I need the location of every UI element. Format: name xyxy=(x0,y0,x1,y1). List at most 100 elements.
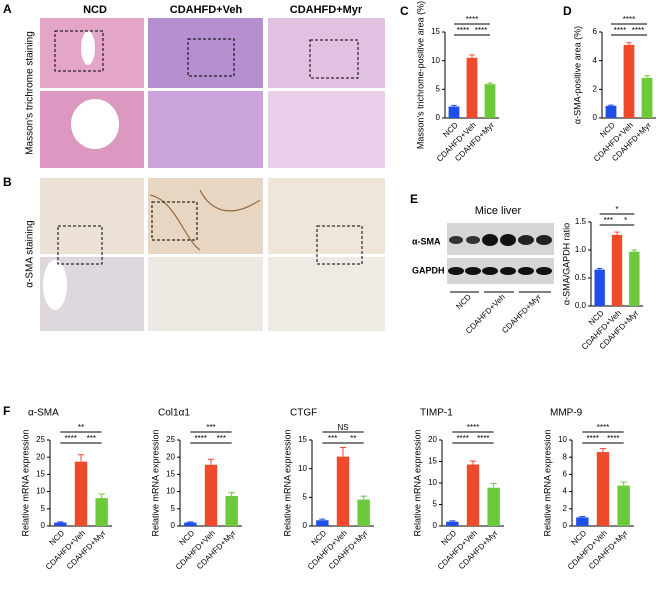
y-tick-label: 15 xyxy=(36,470,45,479)
y-tick-label: 1.0 xyxy=(575,245,587,254)
blot-title: Mice liver xyxy=(475,205,522,217)
y-tick-label: 20 xyxy=(166,452,175,461)
significance-label: **** xyxy=(466,15,478,24)
error-bar xyxy=(57,521,64,523)
bar xyxy=(596,452,610,526)
blot-row-label: α-SMA xyxy=(412,236,441,246)
y-tick-label: 4 xyxy=(593,56,598,65)
y-tick-label: 10 xyxy=(558,435,567,444)
significance-label: ** xyxy=(78,423,84,432)
significance-label: **** xyxy=(477,434,489,443)
y-tick-label: 2 xyxy=(563,504,568,513)
column-header: NCD xyxy=(83,4,107,16)
bar xyxy=(611,234,623,306)
significance-label: **** xyxy=(64,434,76,443)
error-bar xyxy=(360,495,367,500)
y-tick-label: 5 xyxy=(436,84,441,93)
bar xyxy=(466,464,480,526)
y-axis-label: α-SMA-positive area (%) xyxy=(572,26,582,124)
y-tick-label: 25 xyxy=(36,435,45,444)
y-axis-label: Relative mRNA expression xyxy=(542,429,552,536)
bar xyxy=(74,461,88,526)
bar xyxy=(95,498,108,526)
panel-label: A xyxy=(3,2,12,16)
y-tick-label: 0 xyxy=(563,521,568,530)
y-tick-label: 4 xyxy=(563,487,568,496)
error-bar xyxy=(98,493,105,499)
y-tick-label: 8 xyxy=(563,452,568,461)
chart-title: MMP-9 xyxy=(550,408,583,419)
bar xyxy=(466,57,478,118)
significance-label: **** xyxy=(632,26,644,35)
bar xyxy=(629,251,640,306)
error-bar xyxy=(644,75,650,78)
error-bar xyxy=(207,458,215,465)
error-bar xyxy=(449,520,456,522)
significance-label: **** xyxy=(194,434,206,443)
y-axis-label: Relative mRNA expression xyxy=(150,429,160,536)
y-tick-label: 5 xyxy=(303,492,308,501)
bar xyxy=(484,84,496,118)
significance-label: *** xyxy=(328,434,337,443)
significance-label: *** xyxy=(604,216,613,225)
error-bar xyxy=(187,521,194,523)
error-bar xyxy=(620,481,627,486)
error-bar xyxy=(614,231,620,235)
bar xyxy=(446,521,459,526)
significance-label: **** xyxy=(586,434,598,443)
error-bar xyxy=(608,104,614,106)
y-tick-label: 1.5 xyxy=(575,217,587,226)
error-bar xyxy=(228,492,235,497)
y-tick-label: 10 xyxy=(166,487,175,496)
y-axis-label: Relative mRNA expression xyxy=(20,429,30,536)
error-bar xyxy=(469,460,477,465)
error-bar xyxy=(339,446,347,457)
y-axis-label: Masson's trichrome-positive area (%) xyxy=(415,1,425,149)
column-header: CDAHFD+Myr xyxy=(290,4,363,16)
significance-label: ** xyxy=(350,434,356,443)
significance-label: **** xyxy=(475,26,487,35)
error-bar xyxy=(626,42,632,45)
bar xyxy=(336,456,350,526)
panel-label: E xyxy=(410,192,418,206)
blot-row-label: GAPDH xyxy=(412,265,445,275)
significance-label: **** xyxy=(597,423,609,432)
bar xyxy=(184,522,197,526)
y-tick-label: 0 xyxy=(593,113,598,122)
bar xyxy=(54,522,67,526)
error-bar xyxy=(490,482,497,488)
significance-label: *** xyxy=(206,423,215,432)
significance-label: * xyxy=(624,216,627,225)
bar xyxy=(225,496,238,526)
y-tick-label: 6 xyxy=(563,470,568,479)
chart-title: Col1α1 xyxy=(158,408,190,419)
y-tick-label: 15 xyxy=(166,470,175,479)
y-tick-label: 25 xyxy=(166,435,175,444)
y-tick-label: 0.0 xyxy=(575,301,587,310)
y-tick-label: 0 xyxy=(433,521,438,530)
y-tick-label: 0.5 xyxy=(575,273,587,282)
significance-label: **** xyxy=(457,26,469,35)
y-tick-label: 15 xyxy=(431,27,440,36)
error-bar xyxy=(487,82,493,85)
panel-label: D xyxy=(563,4,572,18)
significance-label: **** xyxy=(467,423,479,432)
y-tick-label: 5 xyxy=(433,500,438,509)
significance-label: *** xyxy=(217,434,226,443)
chart-title: TIMP-1 xyxy=(420,408,453,419)
y-tick-label: 6 xyxy=(593,27,598,36)
y-tick-label: 0 xyxy=(41,521,46,530)
bar xyxy=(357,499,370,526)
panel-label: C xyxy=(400,4,409,18)
significance-label: **** xyxy=(623,15,635,24)
y-tick-label: 10 xyxy=(428,478,437,487)
significance-label: * xyxy=(615,205,618,214)
significance-label: **** xyxy=(456,434,468,443)
error-bar xyxy=(319,518,326,521)
bar xyxy=(576,517,589,526)
chart-title: α-SMA xyxy=(28,408,59,419)
significance-label: NS xyxy=(337,423,348,432)
error-bar xyxy=(597,267,603,270)
row-label: α-SMA staining xyxy=(25,220,36,287)
